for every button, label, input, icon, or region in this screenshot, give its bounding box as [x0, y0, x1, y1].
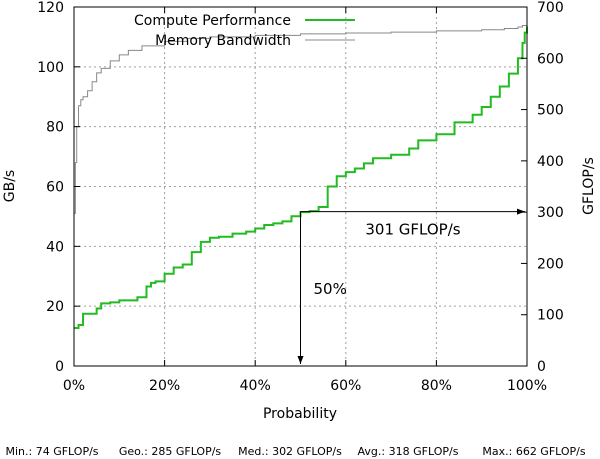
legend-label-memory: Memory Bandwidth [155, 33, 291, 49]
series-line-compute-performance [74, 26, 528, 330]
median-value-label: 301 GFLOP/s [365, 221, 460, 239]
legend: Compute Performance Memory Bandwidth [134, 13, 355, 49]
series-line-memory-bandwidth [74, 21, 528, 214]
stats-item: Max.: 662 GFLOP/s [482, 445, 586, 458]
y-left-tick-label: 20 [46, 299, 64, 315]
y-axis-right-title: GFLOP/s [581, 157, 597, 215]
stats-item: Avg.: 318 GFLOP/s [358, 445, 459, 458]
x-tick-label: 0% [63, 378, 85, 394]
y-right-tick-label: 200 [537, 256, 564, 272]
y-right-tick-label: 100 [537, 308, 564, 324]
y-right-tick-label: 700 [537, 0, 564, 16]
series-layer [74, 21, 528, 330]
y-right-tick-label: 600 [537, 51, 564, 67]
y-left-tick-label: 40 [46, 239, 64, 255]
stats-item: Geo.: 285 GFLOP/s [119, 445, 222, 458]
x-tick-label: 100% [507, 378, 547, 394]
stats-item: Med.: 302 GFLOP/s [238, 445, 342, 458]
y-right-tick-label: 0 [537, 359, 546, 375]
x-axis-title: Probability [263, 406, 337, 422]
y-right-tick-label: 500 [537, 103, 564, 119]
y-right-tick-label: 300 [537, 205, 564, 221]
y-left-tick-label: 80 [46, 120, 64, 136]
y-right-tick-label: 400 [537, 154, 564, 170]
arrowhead-down [297, 356, 304, 364]
x-tick-label: 40% [240, 378, 271, 394]
annotation-layer: 301 GFLOP/s 50% [297, 208, 525, 364]
y-left-tick-label: 120 [37, 0, 64, 16]
stats-footer: Min.: 74 GFLOP/s Geo.: 285 GFLOP/s Med.: 3… [5, 445, 585, 458]
y-left-tick-label: 0 [55, 359, 64, 375]
median-probability-label: 50% [314, 280, 347, 298]
legend-label-compute: Compute Performance [134, 13, 291, 29]
y-left-tick-label: 60 [46, 180, 64, 196]
x-tick-label: 60% [330, 378, 361, 394]
y-left-tick-label: 100 [37, 60, 64, 76]
y-axis-left-title: GB/s [2, 170, 18, 202]
tick-layer: 0% 20% 40% 60% 80% 100% 0 20 40 60 80 100 120 0 100 200… [37, 0, 563, 394]
stats-item: Min.: 74 GFLOP/s [5, 445, 98, 458]
arrowhead-right [517, 208, 525, 215]
x-tick-label: 20% [149, 378, 180, 394]
x-tick-label: 80% [421, 378, 452, 394]
